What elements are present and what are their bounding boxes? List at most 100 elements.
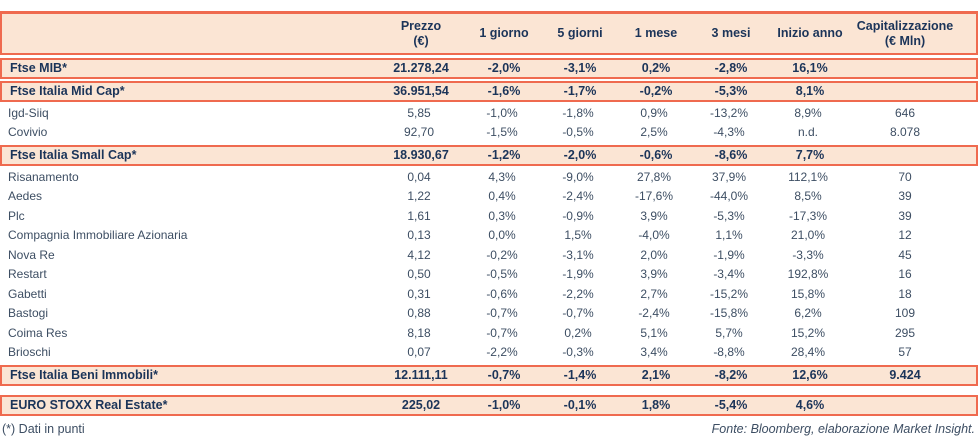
- row-value: 39: [898, 189, 912, 204]
- row-value: -1,5%: [486, 125, 518, 140]
- row-value: 1,61: [407, 208, 431, 223]
- row-value: 6,2%: [794, 306, 822, 321]
- index-row: Ftse Italia Small Cap* 18.930,67 -1,2% -2,0…: [0, 145, 978, 166]
- column-header: 3 mesi: [711, 26, 751, 41]
- row-value: -1,6%: [487, 84, 521, 99]
- stock-row: Brioschi 0,07 -2,2% -0,3% 3,4% -8,8% 28,4% 57: [0, 343, 978, 363]
- row-value: 5,85: [407, 105, 431, 120]
- row-value: 28,4%: [790, 345, 826, 360]
- row-value: 646: [894, 105, 916, 120]
- row-value: -4,3%: [713, 125, 745, 140]
- row-value: 225,02: [401, 398, 441, 413]
- row-name: Ftse Italia Beni Immobili*: [10, 368, 158, 383]
- row-value: 0,07: [407, 345, 431, 360]
- column-header: 1 mese: [634, 26, 678, 41]
- row-value: -1,8%: [562, 105, 594, 120]
- row-value: 8.078: [889, 125, 921, 140]
- row-name: Risanamento: [8, 169, 79, 184]
- row-value: -2,4%: [638, 306, 670, 321]
- row-value: 0,9%: [640, 105, 668, 120]
- row-value: -0,6%: [486, 286, 518, 301]
- row-value: 1,1%: [715, 228, 743, 243]
- row-value: 109: [894, 306, 916, 321]
- row-name: Igd-Siiq: [8, 105, 49, 120]
- row-name: Ftse Italia Mid Cap*: [10, 84, 125, 99]
- row-value: -2,4%: [562, 189, 594, 204]
- row-value: 18: [898, 286, 912, 301]
- stock-row: Aedes 1,22 0,4% -2,4% -17,6% -44,0% 8,5% 39: [0, 187, 978, 207]
- row-name: Aedes: [8, 189, 43, 204]
- row-value: -0,3%: [562, 345, 594, 360]
- source-note: Fonte: Bloomberg, elaborazione Market In…: [711, 422, 975, 436]
- row-name: Ftse Italia Small Cap*: [10, 148, 137, 163]
- row-value: -15,8%: [709, 306, 749, 321]
- row-value: 4,3%: [488, 169, 516, 184]
- row-value: 112,1%: [788, 169, 828, 184]
- column-header-unit: (€): [413, 33, 429, 48]
- row-value: -0,7%: [487, 368, 521, 383]
- row-value: -3,4%: [713, 267, 745, 282]
- column-header: 1 giorno: [479, 26, 529, 41]
- row-value: 12,6%: [792, 368, 828, 383]
- row-value: 0,0%: [488, 228, 516, 243]
- points-note: (*) Dati in punti: [2, 422, 85, 436]
- row-value: 3,9%: [640, 267, 668, 282]
- row-value: n.d.: [797, 125, 818, 140]
- row-value: 37,9%: [711, 169, 747, 184]
- row-value: 2,5%: [640, 125, 668, 140]
- stock-row: Covivio 92,70 -1,5% -0,5% 2,5% -4,3% n.d. 8.078: [0, 123, 978, 143]
- row-value: 92,70: [403, 125, 435, 140]
- row-value: -0,2%: [486, 247, 518, 262]
- row-value: -3,1%: [562, 247, 594, 262]
- row-value: 12.111,11: [394, 368, 448, 383]
- row-value: 12: [898, 228, 912, 243]
- row-value: 57: [898, 345, 912, 360]
- row-value: 18.930,67: [393, 148, 449, 163]
- row-value: -0,9%: [562, 208, 594, 223]
- row-value: -1,9%: [562, 267, 594, 282]
- row-value: 27,8%: [636, 169, 672, 184]
- row-value: 0,50: [407, 267, 431, 282]
- row-value: 5,1%: [640, 325, 668, 340]
- table-header-row: Prezzo (€) 1 giorno 5 giorni 1 mese 3 mesi Ini…: [0, 11, 978, 55]
- row-value: -2,2%: [486, 345, 518, 360]
- row-value: -15,2%: [709, 286, 749, 301]
- row-value: 2,1%: [641, 368, 671, 383]
- row-value: -0,7%: [562, 306, 594, 321]
- row-value: 21.278,24: [393, 61, 449, 76]
- row-value: 70: [898, 169, 912, 184]
- row-value: -3,1%: [563, 61, 597, 76]
- row-value: 7,7%: [795, 148, 825, 163]
- stock-row: Bastogi 0,88 -0,7% -0,7% -2,4% -15,8% 6,2% 109: [0, 304, 978, 324]
- column-header: Prezzo (€): [376, 19, 466, 48]
- row-value: 15,2%: [790, 325, 826, 340]
- stock-row: Compagnia Immobiliare Azionaria 0,13 0,0% 1…: [0, 226, 978, 246]
- row-value: -1,9%: [713, 247, 745, 262]
- column-header-unit: (€ Mln): [884, 33, 926, 48]
- stock-row: Igd-Siiq 5,85 -1,0% -1,8% 0,9% -13,2% 8,9% 646: [0, 104, 978, 124]
- row-value: -2,2%: [562, 286, 594, 301]
- row-value: 1,8%: [641, 398, 671, 413]
- table-footer: (*) Dati in punti Fonte: Bloomberg, elab…: [0, 418, 978, 436]
- row-value: 15,8%: [790, 286, 826, 301]
- row-value: 1,5%: [564, 228, 592, 243]
- row-value: 16,1%: [792, 61, 828, 76]
- stock-row: Gabetti 0,31 -0,6% -2,2% 2,7% -15,2% 15,8% 18: [0, 285, 978, 305]
- row-value: -0,5%: [562, 125, 594, 140]
- stock-row: Plc 1,61 0,3% -0,9% 3,9% -5,3% -17,3% 39: [0, 207, 978, 227]
- row-value: 2,0%: [640, 247, 668, 262]
- real-estate-market-table: Prezzo (€) 1 giorno 5 giorni 1 mese 3 mesi Ini…: [0, 11, 978, 436]
- row-value: -8,6%: [714, 148, 748, 163]
- column-header: Inizio anno: [777, 26, 843, 41]
- row-value: -5,4%: [714, 398, 748, 413]
- row-value: 9.424: [889, 368, 921, 383]
- row-value: 39: [898, 208, 912, 223]
- row-value: 0,2%: [564, 325, 592, 340]
- row-name: Nova Re: [8, 247, 55, 262]
- row-name: EURO STOXX Real Estate*: [10, 398, 168, 413]
- stock-row: Restart 0,50 -0,5% -1,9% 3,9% -3,4% 192,8% 16: [0, 265, 978, 285]
- row-value: -13,2%: [709, 105, 749, 120]
- row-value: -9,0%: [562, 169, 594, 184]
- row-value: -0,5%: [486, 267, 518, 282]
